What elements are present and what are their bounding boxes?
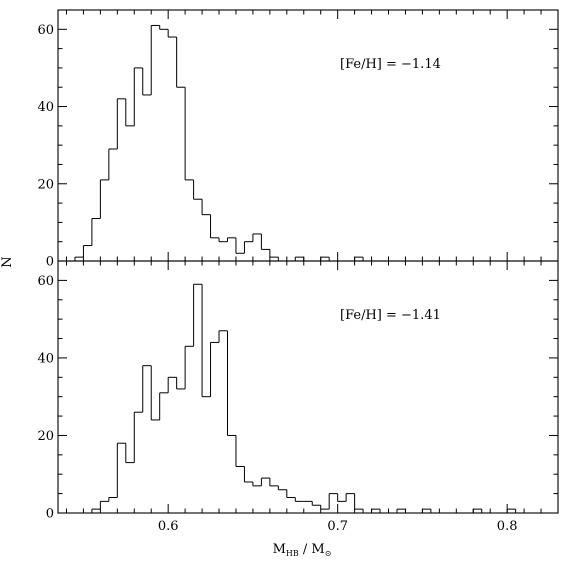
bottom-metallicity-label: [Fe/H] = −1.41 xyxy=(340,308,441,323)
top-y-tick-label: 40 xyxy=(37,100,54,115)
bottom-y-tick-label: 40 xyxy=(37,351,54,366)
bottom-panel: 0 20 40 60 0.6 0.7 0.8 [Fe/H] = −1.41 xyxy=(37,260,559,534)
bottom-plot-frame xyxy=(57,260,559,514)
bottom-y-tick-label: 0 xyxy=(46,507,54,522)
top-y-tick-label: 20 xyxy=(37,177,54,192)
bottom-y-tick-label: 60 xyxy=(37,274,54,289)
top-plot-frame xyxy=(57,9,559,262)
top-panel: 0 20 40 60 [Fe/H] = −1.14 xyxy=(37,9,559,270)
bottom-y-tick-label: 20 xyxy=(37,429,54,444)
top-y-tick-label: 0 xyxy=(46,255,54,270)
top-metallicity-label: [Fe/H] = −1.14 xyxy=(340,57,441,72)
y-axis-label: N xyxy=(0,256,15,267)
bottom-x-tick-label: 0.7 xyxy=(327,519,348,534)
x-axis-label: MHB / M⊙ xyxy=(273,542,332,558)
bottom-x-tick-label: 0.6 xyxy=(158,519,179,534)
top-y-tick-label: 60 xyxy=(37,23,54,38)
bottom-x-tick-label: 0.8 xyxy=(497,519,518,534)
